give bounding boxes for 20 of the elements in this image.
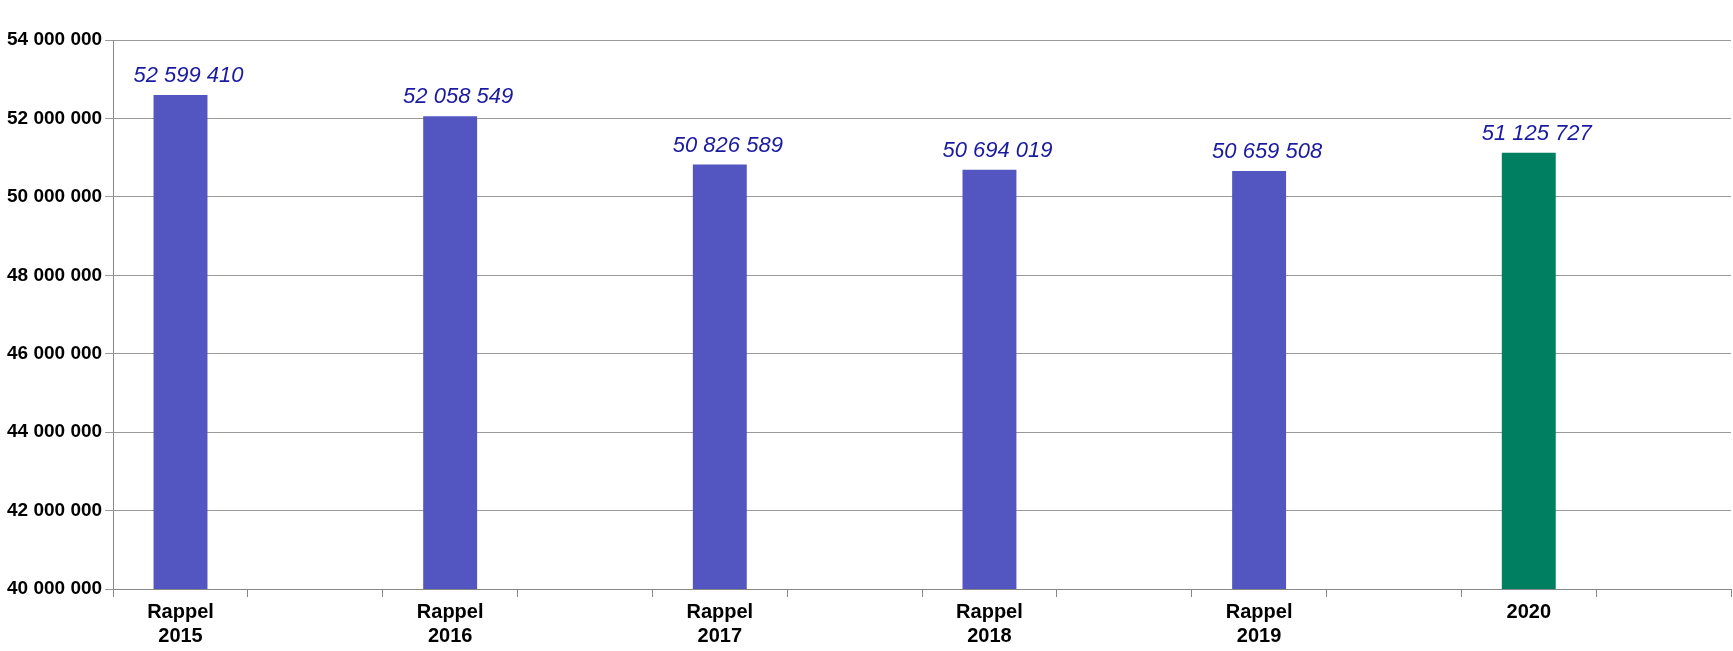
x-tick-label: Rappel 2015 [147, 599, 214, 646]
x-tick-label: Rappel 2017 [686, 599, 754, 646]
data-label: 50 826 589 [672, 131, 783, 157]
x-tick-label: Rappel 2019 [1225, 599, 1293, 646]
y-tick-label: 54 000 000 [7, 28, 103, 50]
y-tick-label: 48 000 000 [7, 263, 103, 285]
y-tick-label: 46 000 000 [7, 341, 103, 363]
data-label: 52 058 549 [403, 83, 514, 109]
data-label: 52 599 410 [133, 62, 245, 88]
x-tick-label: 2020 [1506, 599, 1552, 622]
y-tick-label: 42 000 000 [7, 498, 103, 520]
x-tick-label: Rappel 2018 [956, 599, 1023, 646]
y-tick-label: 44 000 000 [7, 420, 103, 442]
y-tick-label: 52 000 000 [7, 106, 103, 128]
x-tick-label: Rappel 2016 [416, 599, 484, 646]
data-label: 50 659 508 [1212, 138, 1323, 164]
y-tick-label: 40 000 000 [7, 577, 103, 599]
data-label: 51 125 727 [1481, 119, 1593, 145]
data-label: 50 694 019 [942, 136, 1053, 162]
y-tick-label: 50 000 000 [7, 185, 103, 207]
